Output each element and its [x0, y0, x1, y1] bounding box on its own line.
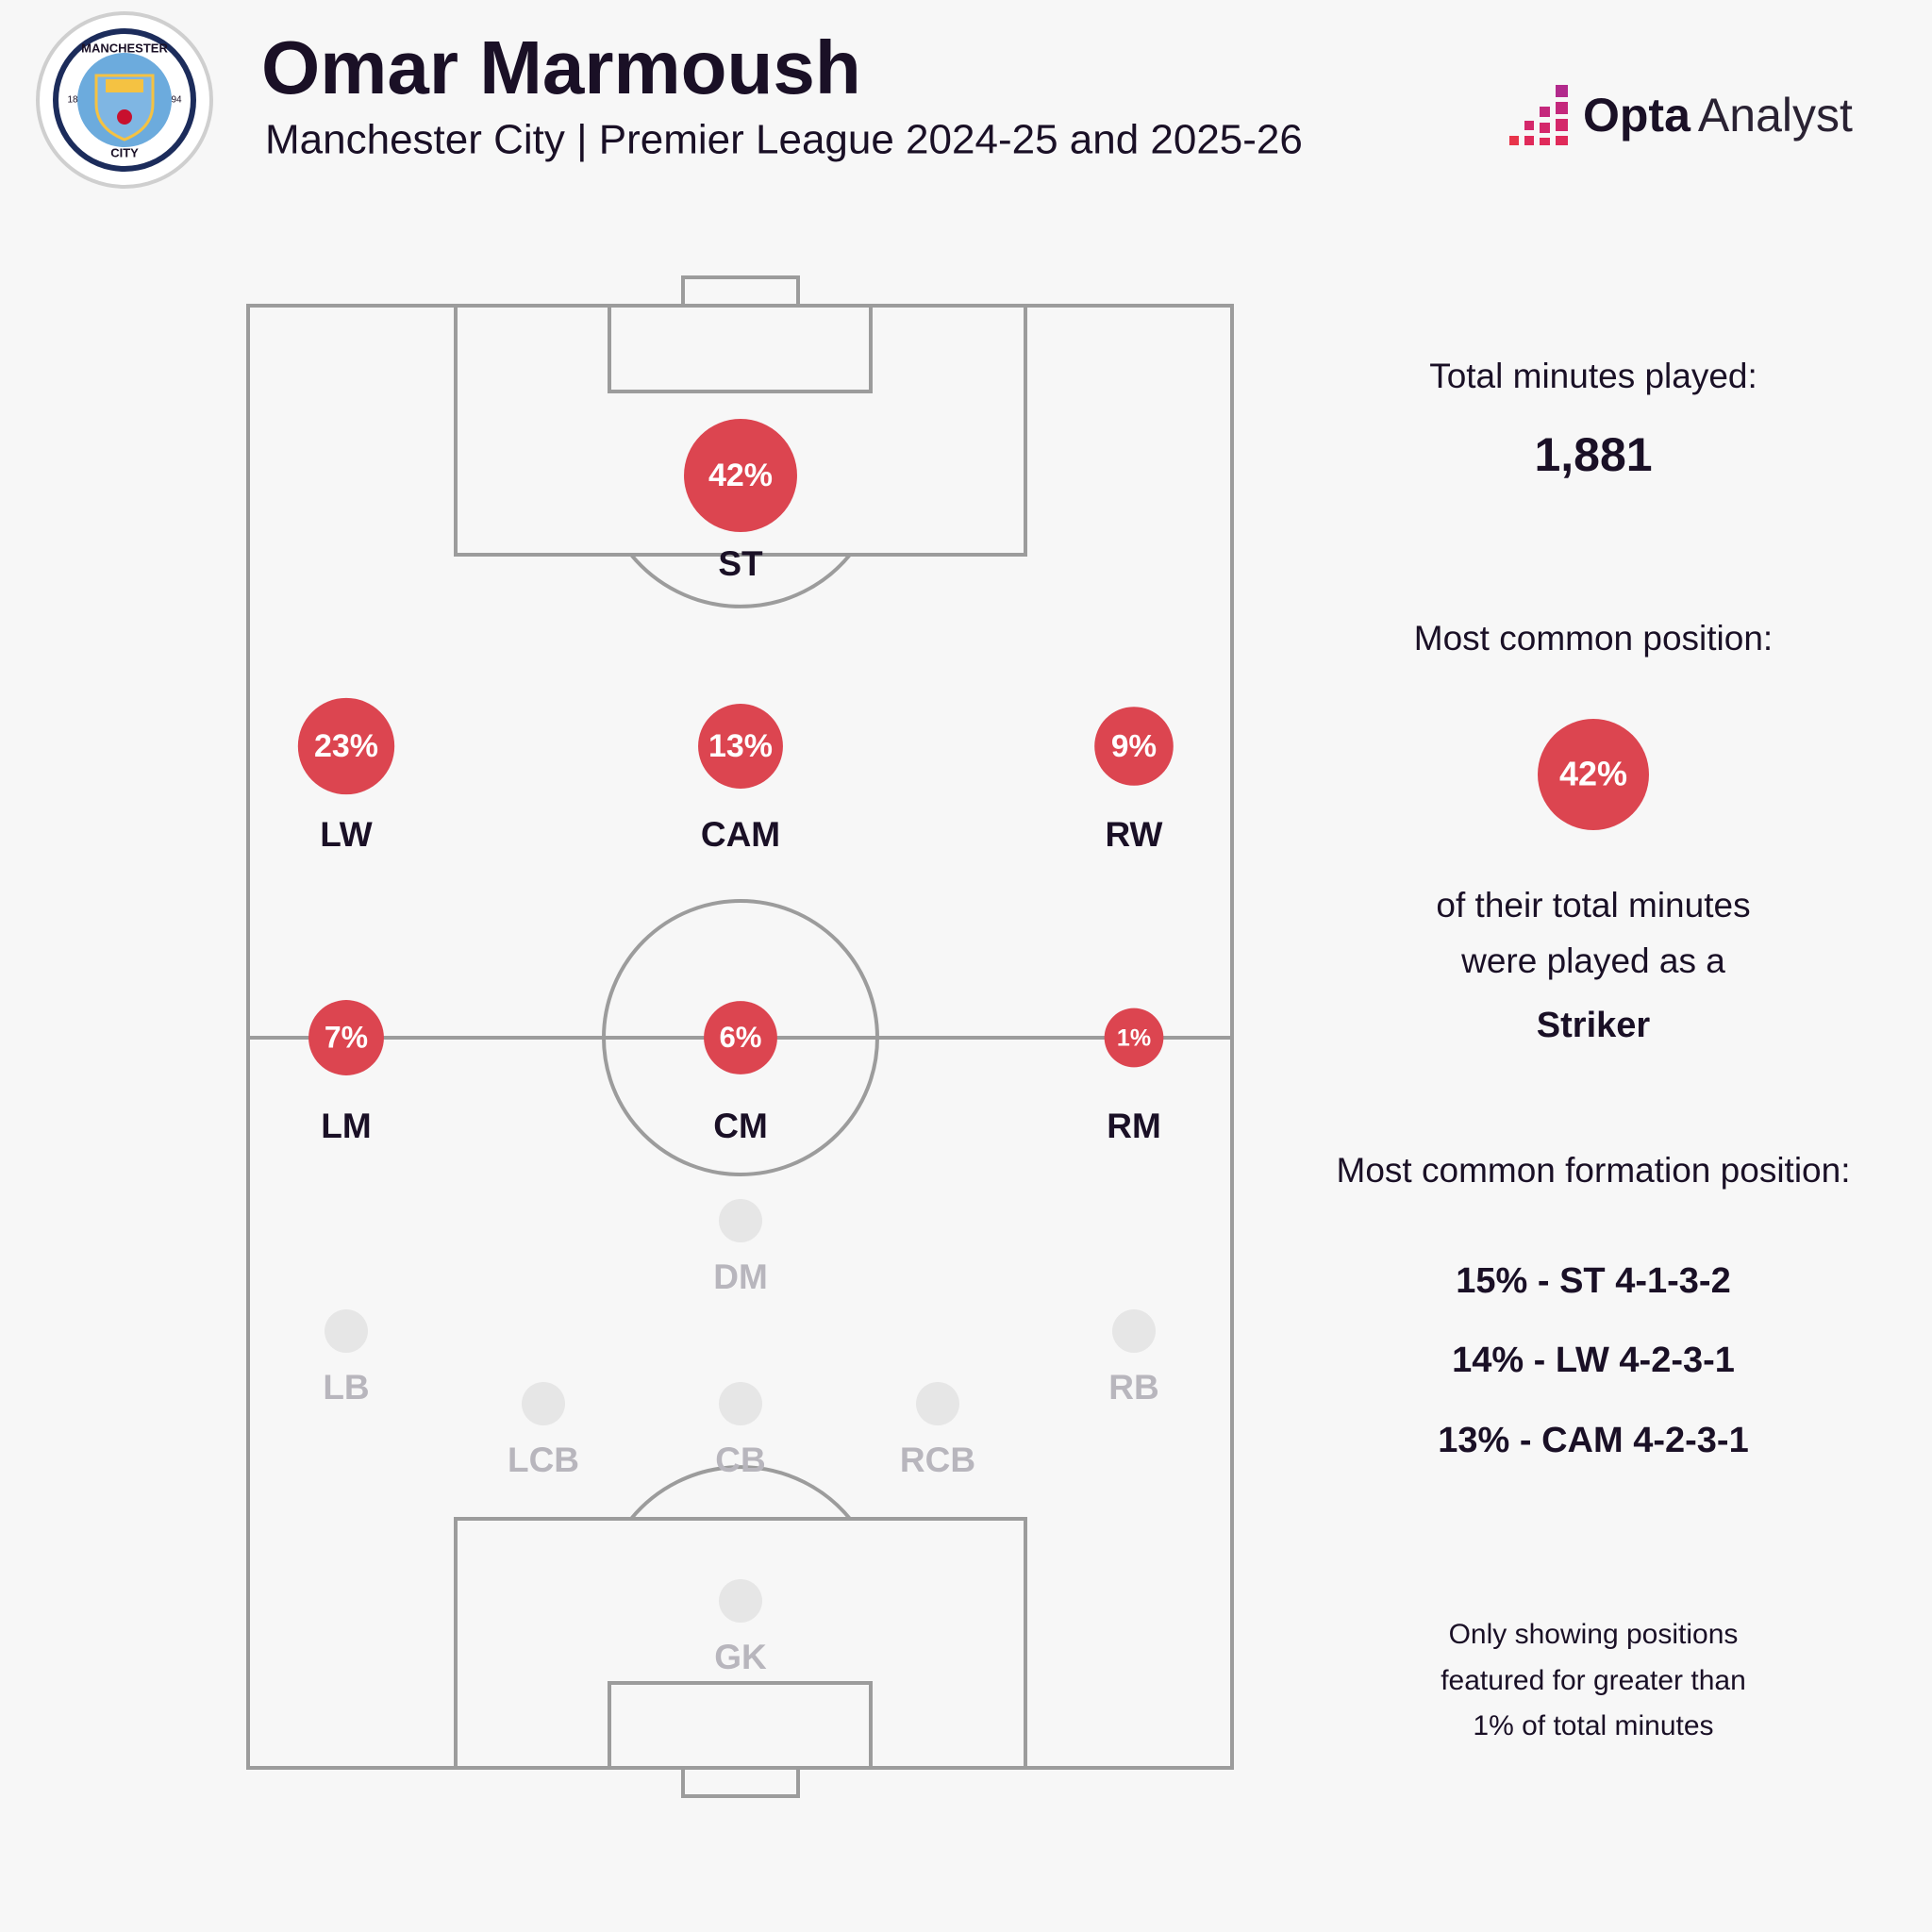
position-circle-inactive — [325, 1309, 368, 1353]
badge-year: 18 — [67, 95, 78, 106]
position-name: RCB — [900, 1441, 975, 1479]
position-name: CB — [715, 1441, 765, 1479]
formation: 15% - ST 4-1-3-2 — [1456, 1261, 1730, 1301]
position-circle-inactive — [1112, 1309, 1156, 1353]
logo: Opta Analyst — [1509, 85, 1853, 145]
side-panel: Total minutes played: 1,881 Most common … — [1337, 357, 1851, 1741]
logo-brand: Opta — [1583, 89, 1691, 142]
position-circle-inactive — [719, 1382, 762, 1425]
position-name: DM — [713, 1257, 768, 1296]
position-circle — [704, 1001, 777, 1074]
formation: 13% - CAM 4-2-3-1 — [1438, 1421, 1748, 1460]
position-name: CAM — [701, 815, 780, 854]
position-share: 42% — [1559, 755, 1627, 793]
footnote: Only showing positions — [1449, 1619, 1739, 1650]
position-name: LW — [320, 815, 373, 854]
position-name: Striker — [1537, 1006, 1651, 1045]
badge-top: MANCHESTER — [81, 41, 168, 55]
footnote: featured for greater than — [1441, 1665, 1746, 1696]
badge-bottom: CITY — [110, 145, 139, 159]
position-name: LM — [321, 1107, 371, 1145]
position-circle-inactive — [916, 1382, 959, 1425]
formation-label: Most common formation position: — [1337, 1151, 1851, 1190]
positions: 42% ST 23% LW 13% CAM 9% RW 7% LM 6% CM 1% RM DM LB RB LC… — [297, 419, 1174, 1676]
logo-text: Opta Analyst — [1583, 89, 1853, 142]
position-circle — [684, 419, 797, 532]
position-circle — [308, 1000, 384, 1075]
position-name: CM — [713, 1107, 768, 1145]
position-name: LB — [323, 1368, 369, 1407]
position-share: 42% — [708, 458, 773, 493]
subtitle: Manchester City | Premier League 2024-25… — [265, 117, 1303, 163]
position-share: 1% — [1117, 1025, 1151, 1052]
position-share: 13% — [708, 728, 773, 764]
position-circle — [698, 704, 783, 789]
position-share: 23% — [314, 728, 378, 764]
position-share: 7% — [325, 1020, 368, 1054]
position-name: ST — [718, 544, 763, 583]
footnote: 1% of total minutes — [1473, 1710, 1713, 1741]
logo-product: Analyst — [1698, 89, 1853, 142]
position-text: of their total minutes — [1436, 886, 1750, 924]
position-text: were played as a — [1460, 941, 1725, 980]
position-circle — [297, 697, 395, 795]
minutes: 1,881 — [1534, 428, 1652, 481]
position-circle — [1104, 1008, 1164, 1068]
badge-year: 94 — [171, 95, 182, 106]
position-share: 6% — [720, 1021, 762, 1054]
position-circle-inactive — [719, 1199, 762, 1242]
minutes-label: Total minutes played: — [1429, 357, 1757, 395]
badge: MANCHESTER CITY 18 94 — [36, 11, 213, 189]
position-share: 9% — [1111, 729, 1157, 764]
title: Omar Marmoush — [261, 25, 861, 109]
formation: 14% - LW 4-2-3-1 — [1452, 1341, 1735, 1380]
position-circle — [1538, 719, 1649, 830]
position-name: LCB — [508, 1441, 579, 1479]
position-name: GK — [714, 1638, 767, 1676]
position-circle-inactive — [719, 1579, 762, 1623]
position-name: RB — [1108, 1368, 1158, 1407]
position-circle — [1094, 707, 1174, 786]
position-circle-inactive — [522, 1382, 565, 1425]
position-name: RW — [1106, 815, 1163, 854]
position-label: Most common position: — [1414, 619, 1773, 658]
position-name: RM — [1107, 1107, 1161, 1145]
